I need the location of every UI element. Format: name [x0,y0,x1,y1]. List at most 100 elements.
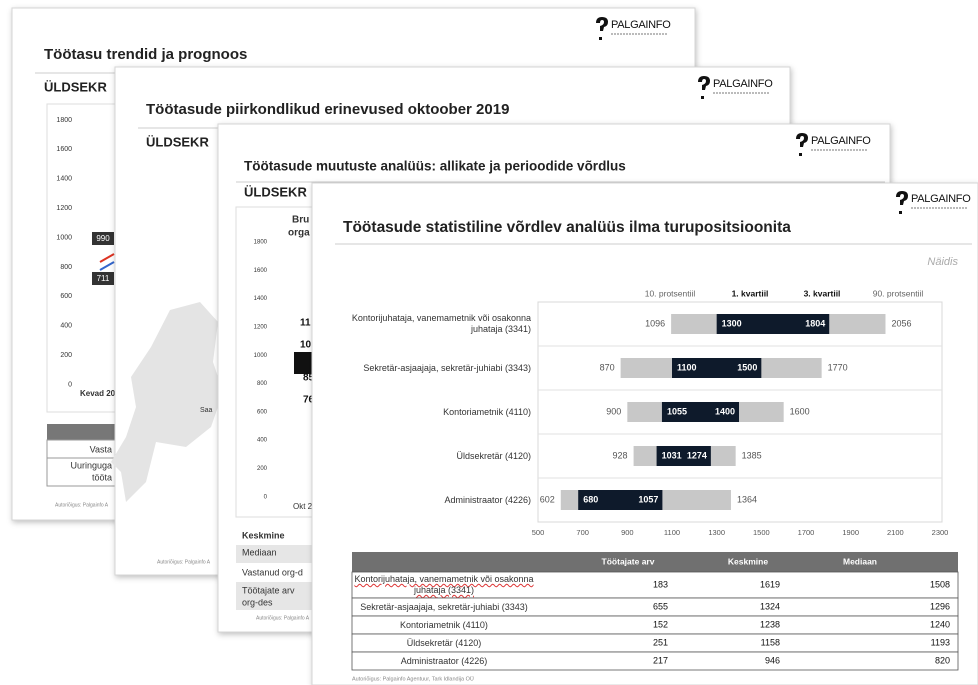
column-header: 3. kvartiil [804,288,841,298]
value-label: 1300 [722,318,742,328]
table-row-label-box: Sekretär-asjaajaja, sekretär-juhiabi (33… [360,601,528,612]
x-tick-label: 900 [621,528,634,537]
x-tick-label: 2300 [932,528,949,537]
x-tick-label: 2100 [887,528,904,537]
sample-note: Näidis [927,256,958,268]
trend-line [99,261,115,271]
map-label: Saa [200,407,213,414]
table-cell: 183 [653,579,668,589]
page-footer: Autoriõigus: Palgainfo Agentuur, Tark Id… [352,675,474,682]
x-tick-label: 500 [532,528,545,537]
page-title: Töötasude piirkondlikud erinevused oktoo… [146,101,509,118]
plot-frame [537,301,943,523]
chart-title: orga [288,228,310,239]
value-label: 11 [300,318,311,329]
table-column-header: Mediaan [843,556,877,566]
page-footer: Autoriõigus: Palgainfo A [157,559,211,565]
logo-icon [896,191,908,214]
value-label: 1057 [638,494,658,504]
logo-icon [596,17,608,40]
value-label: 900 [606,406,621,416]
y-tick-label: 0 [264,494,268,500]
y-tick-label: 200 [60,352,72,359]
table-cell: 1508 [930,579,950,589]
y-tick-label: 400 [60,323,72,330]
logo-text: PALGAINFO [611,19,671,31]
page-footer: Autoriõigus: Palgainfo A [55,502,109,508]
value-label: 10 [300,340,312,351]
y-tick-label: 1600 [254,268,268,274]
y-tick-label: 800 [257,381,268,387]
y-tick-label: 1800 [56,117,72,124]
x-tick-label: 1300 [708,528,725,537]
page-subtitle: ÜLDSEKR [44,79,107,94]
value-label: 1804 [805,318,825,328]
category-label-box: Sekretär-asjaajaja, sekretär-juhiabi (33… [363,362,531,373]
table-row-label: Administraator (4226) [400,655,488,666]
trend-line [99,253,115,263]
table-header [47,424,117,440]
table-body [46,439,118,487]
y-tick-label: 400 [257,438,268,444]
category-label: Sekretär-asjaajaja, sekretär-juhiabi (33… [363,362,531,373]
table-cell: 1238 [760,619,780,629]
column-header: 1. kvartiil [732,288,769,298]
value-label: 1100 [677,362,697,372]
page-footer: Autoriõigus: Palgainfo A [256,615,310,621]
x-tick-label: 1700 [798,528,815,537]
table-cell: Mediaan [242,547,277,557]
quartile-bar [672,358,762,378]
value-label: 1274 [687,450,707,460]
logo-icon [698,76,710,99]
table-header [352,552,958,572]
quartile-bar [716,314,830,334]
y-tick-label: 1600 [56,146,72,153]
y-tick-label: 1800 [254,240,268,246]
y-tick-label: 200 [257,466,268,472]
value-label: 1770 [828,362,848,372]
y-tick-label: 800 [60,264,72,271]
value-label: 870 [600,362,615,372]
table-cell: 152 [653,619,668,629]
logo-icon [796,133,808,156]
table-cell: 1158 [761,637,780,647]
value-label: 711 [97,274,110,283]
value-label: 990 [96,234,110,243]
table-row-label: Sekretär-asjaajaja, sekretär-juhiabi (33… [360,601,528,612]
table-cell: Vasta [90,444,112,454]
value-label: 602 [540,494,555,504]
y-tick-label: 0 [68,381,72,388]
report-page: PALGAINFO Töötasude statistiline võrdlev … [311,182,978,685]
y-tick-label: 1000 [56,234,72,241]
table-cell: 1193 [931,637,950,647]
table-cell: Uuringuga [70,460,112,470]
table-cell: 1240 [930,619,950,629]
table-cell: org-des [242,597,273,607]
value-badge [92,272,114,285]
category-label: Kontorijuhataja, vanemametnik või osakon… [351,313,531,334]
y-tick-label: 1400 [56,176,72,183]
table-cell: 820 [935,655,950,665]
logo-text: PALGAINFO [713,78,773,90]
table-row [351,651,959,671]
table-cell: Töötajate arv [242,585,295,595]
value-label: 1385 [742,450,762,460]
y-tick-label: 1200 [56,205,72,212]
table-cell: Vastanud org-d [242,567,303,577]
table-row-bg [236,545,316,563]
table-column-header: Keskmine [728,556,768,566]
value-label: 2056 [892,318,912,328]
category-label: Kontoriametnik (4110) [443,406,531,417]
bar-shape [294,352,312,374]
category-label-box: Administraator (4226) [444,495,531,505]
map-shape [111,302,223,502]
x-label: Kevad 20 [80,389,116,398]
x-tick-label: 700 [576,528,589,537]
value-label: 1031 [662,450,682,460]
page-title: Töötasude statistiline võrdlev analüüs i… [343,219,791,236]
value-label: 1096 [645,318,665,328]
column-header: 90. protsentiil [873,288,924,298]
value-label: 1400 [715,406,735,416]
quartile-bar [656,446,711,466]
